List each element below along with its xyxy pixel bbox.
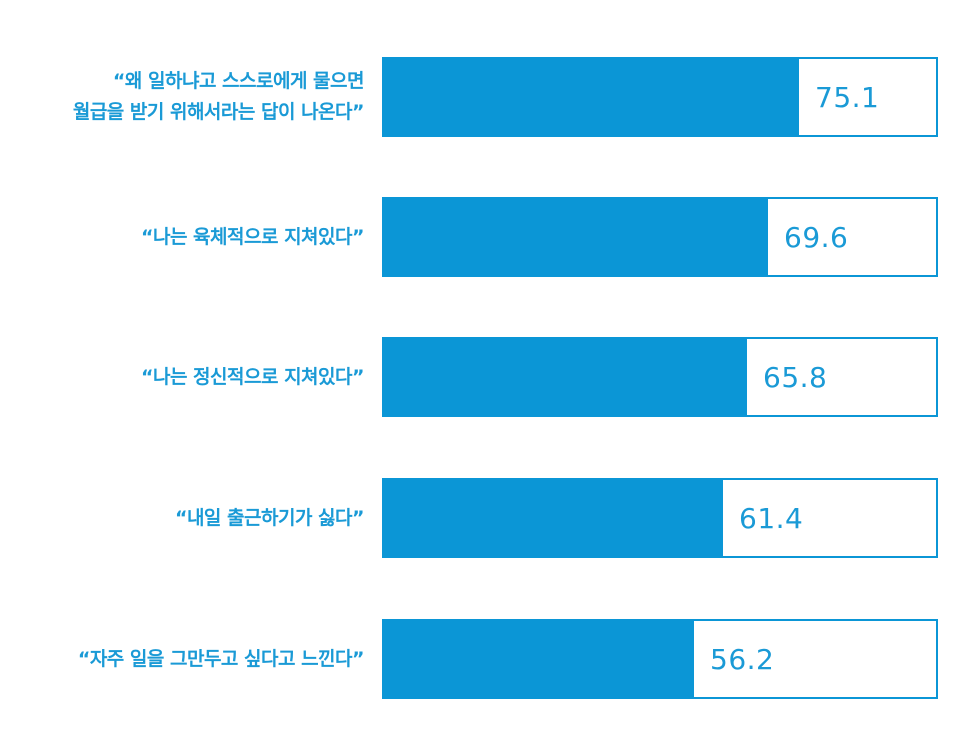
category-label: “내일 출근하기가 싫다” (0, 478, 365, 558)
bar (384, 480, 723, 556)
bar-row: “나는 정신적으로 지쳐있다” 65.8 (0, 337, 958, 417)
bar (384, 339, 747, 415)
value-label: 69.6 (784, 221, 849, 254)
value-label: 61.4 (739, 502, 804, 535)
bar-track: 56.2 (382, 619, 938, 699)
bar-row: “나는 육체적으로 지쳐있다” 69.6 (0, 197, 958, 277)
category-label-line: “왜 일하냐고 스스로에게 물으면 (112, 70, 365, 92)
category-label-line: “나는 육체적으로 지쳐있다” (141, 225, 365, 248)
category-label: “나는 정신적으로 지쳐있다” (0, 337, 365, 417)
bar-row: “자주 일을 그만두고 싶다고 느낀다” 56.2 (0, 619, 958, 699)
value-label: 75.1 (815, 81, 880, 114)
bar (384, 59, 799, 135)
bar (384, 621, 694, 697)
category-label-line: “자주 일을 그만두고 싶다고 느낀다” (77, 647, 365, 670)
bar (384, 199, 768, 275)
bar-row: “내일 출근하기가 싫다” 61.4 (0, 478, 958, 558)
value-label: 56.2 (710, 643, 775, 676)
bar-track: 65.8 (382, 337, 938, 417)
value-label: 65.8 (763, 361, 828, 394)
category-label: “나는 육체적으로 지쳐있다” (0, 197, 365, 277)
category-label: “자주 일을 그만두고 싶다고 느낀다” (0, 619, 365, 699)
bar-track: 75.1 (382, 57, 938, 137)
category-label-line: “내일 출근하기가 싫다” (174, 506, 365, 529)
bar-track: 69.6 (382, 197, 938, 277)
category-label-line: “나는 정신적으로 지쳐있다” (141, 365, 365, 388)
category-label-line: 월급을 받기 위해서라는 답이 나온다” (72, 101, 365, 123)
bar-track: 61.4 (382, 478, 938, 558)
